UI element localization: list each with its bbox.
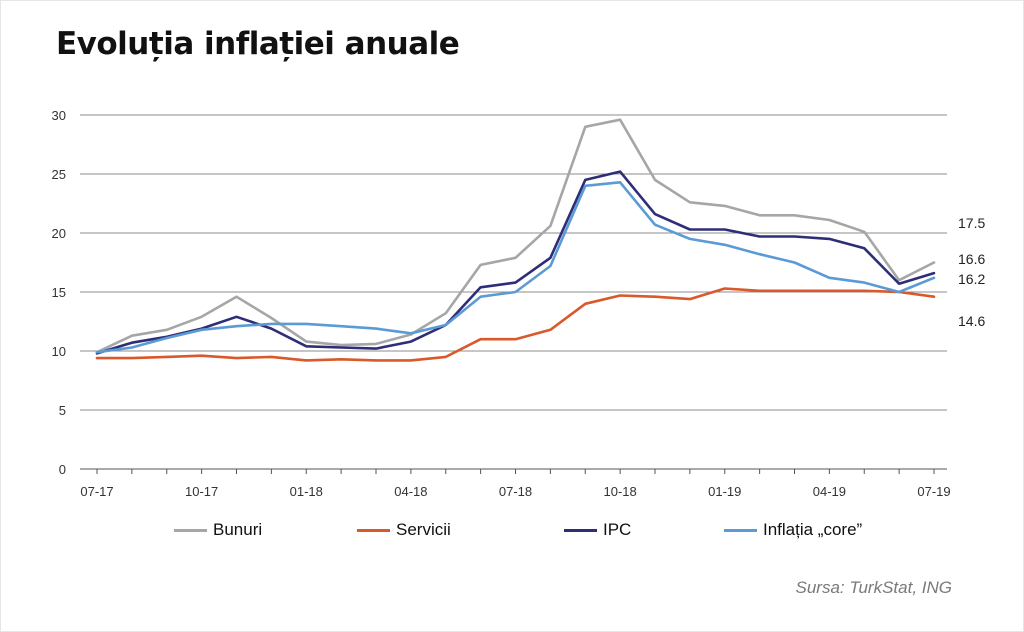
y-tick-label-30: 30 (52, 108, 66, 123)
series-line-ipc (95, 170, 936, 355)
legend-label: Servicii (396, 520, 451, 539)
series-line-servicii (95, 287, 936, 362)
end-value-label: 16.6 (958, 251, 985, 267)
chart-title: Evoluția inflației anuale (56, 26, 460, 62)
source-note: Sursa: TurkStat, ING (795, 578, 952, 597)
legend-swatch (174, 528, 207, 532)
series-line-bunuri (95, 118, 936, 354)
x-tick-label-07-17: 07-17 (80, 484, 113, 499)
x-tick-label-10-18: 10-18 (604, 484, 637, 499)
y-tick-label-5: 5 (59, 403, 66, 418)
series-line-infla-ia-core (95, 181, 936, 354)
end-value-label: 17.5 (958, 215, 985, 231)
legend-swatch (564, 528, 597, 532)
legend-item: Bunuri (174, 520, 262, 540)
end-value-label: 14.6 (958, 313, 985, 329)
legend-swatch (357, 528, 390, 532)
legend-label: Bunuri (213, 520, 263, 539)
x-tick-label-07-19: 07-19 (917, 484, 950, 499)
legend-label: Inflația „core” (763, 520, 863, 539)
legend-item: Servicii (357, 520, 451, 540)
end-value-label: 16.2 (958, 271, 985, 287)
x-tick-label-04-18: 04-18 (394, 484, 427, 499)
x-tick-label-07-18: 07-18 (499, 484, 532, 499)
y-tick-label-10: 10 (52, 344, 66, 359)
x-tick-label-01-18: 01-18 (290, 484, 323, 499)
legend-swatch (724, 528, 757, 532)
y-tick-label-15: 15 (52, 285, 66, 300)
legend-label: IPC (603, 520, 632, 539)
y-tick-label-25: 25 (52, 167, 66, 182)
x-tick-label-01-19: 01-19 (708, 484, 741, 499)
legend-item: IPC (564, 520, 631, 540)
legend-item: Inflația „core” (724, 520, 862, 540)
x-tick-label-04-19: 04-19 (813, 484, 846, 499)
legend: Bunuri Servicii IPC Inflația „core” (0, 516, 1024, 544)
y-tick-label-0: 0 (59, 462, 66, 477)
y-tick-label-20: 20 (52, 226, 66, 241)
x-tick-label-10-17: 10-17 (185, 484, 218, 499)
